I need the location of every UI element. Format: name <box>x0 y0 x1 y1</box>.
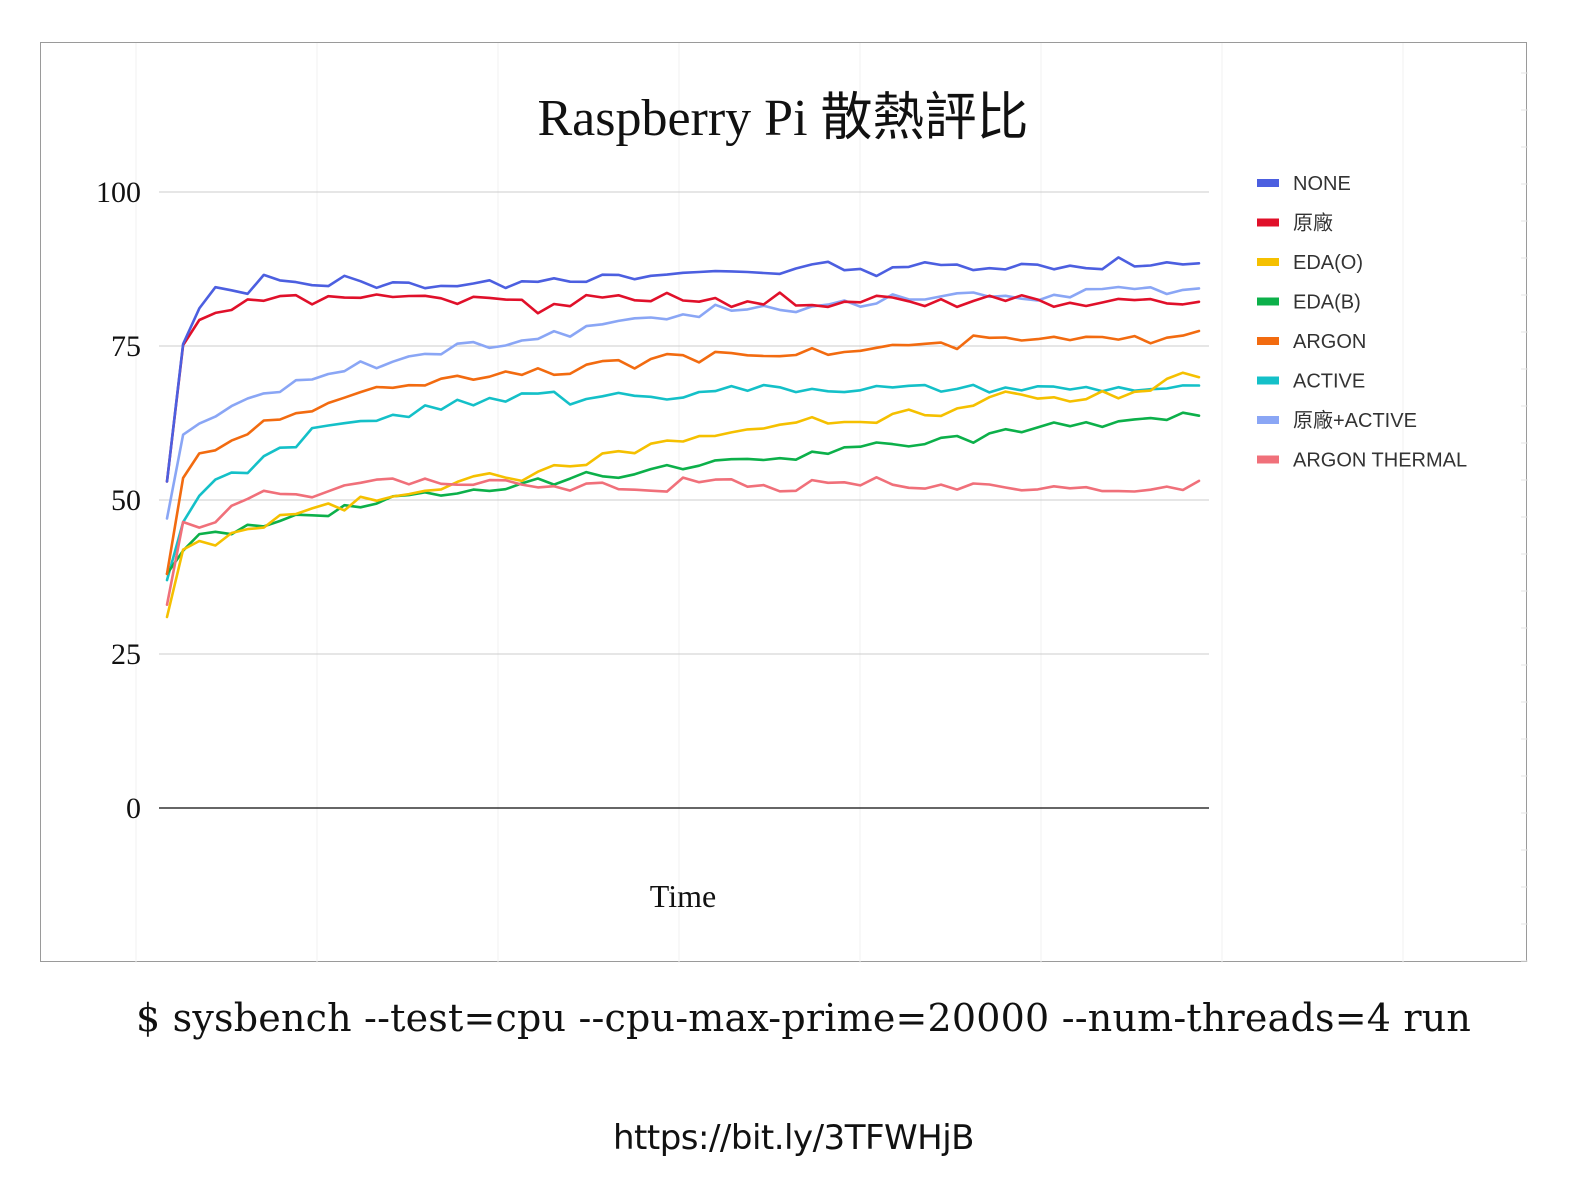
legend-swatch <box>1257 376 1279 385</box>
series-line-none <box>165 256 1201 483</box>
legend-swatch <box>1257 179 1279 187</box>
series-line-active <box>165 383 1201 582</box>
legend-swatch <box>1257 297 1279 306</box>
series-line-argon-thermal <box>165 475 1201 607</box>
legend-label: ACTIVE <box>1293 371 1365 393</box>
y-tick-label: 0 <box>126 792 141 825</box>
legend: NONE 原廠 EDA(O) EDA(B) ARGON ACTIVE 原廠+ACTIVE AR… <box>1257 173 1467 472</box>
series-line-argon <box>165 329 1201 576</box>
sysbench-command: $ sysbench --test=cpu --cpu-max-prime=20… <box>136 996 1472 1040</box>
gridlines <box>159 191 1209 809</box>
legend-label: 原廠+ACTIVE <box>1293 408 1417 432</box>
y-tick-label: 75 <box>111 330 141 363</box>
chart-title: Raspberry Pi 散熱評比 <box>537 90 1028 147</box>
y-tick-labels: 0 25 50 75 100 <box>96 176 141 825</box>
series-lines <box>165 256 1201 619</box>
series-line-eda-o <box>165 371 1201 619</box>
y-tick-label: 25 <box>111 638 141 671</box>
line-chart: Raspberry Pi 散熱評比 0 25 50 75 100 NONE 原廠 EDA(O… <box>96 43 1528 963</box>
background-grid <box>135 43 1528 963</box>
legend-label: EDA(O) <box>1293 252 1363 274</box>
series-line-active <box>165 285 1201 520</box>
legend-swatch <box>1257 455 1279 464</box>
source-url: https://bit.ly/3TFWHjB <box>613 1118 974 1158</box>
y-tick-label: 100 <box>96 176 141 209</box>
x-axis-title: Time <box>650 878 716 914</box>
legend-swatch <box>1257 258 1279 266</box>
y-tick-label: 50 <box>111 484 141 517</box>
legend-swatch <box>1257 218 1279 227</box>
legend-label: 原廠 <box>1293 211 1333 235</box>
series-line- <box>165 291 1201 483</box>
legend-swatch <box>1257 416 1279 424</box>
legend-label: NONE <box>1293 173 1351 195</box>
chart-frame: Raspberry Pi 散熱評比 0 25 50 75 100 NONE 原廠 EDA(O… <box>40 42 1528 963</box>
legend-label: ARGON <box>1293 331 1366 353</box>
legend-label: EDA(B) <box>1293 292 1361 314</box>
legend-label: ARGON THERMAL <box>1293 450 1467 472</box>
legend-swatch <box>1257 337 1279 345</box>
